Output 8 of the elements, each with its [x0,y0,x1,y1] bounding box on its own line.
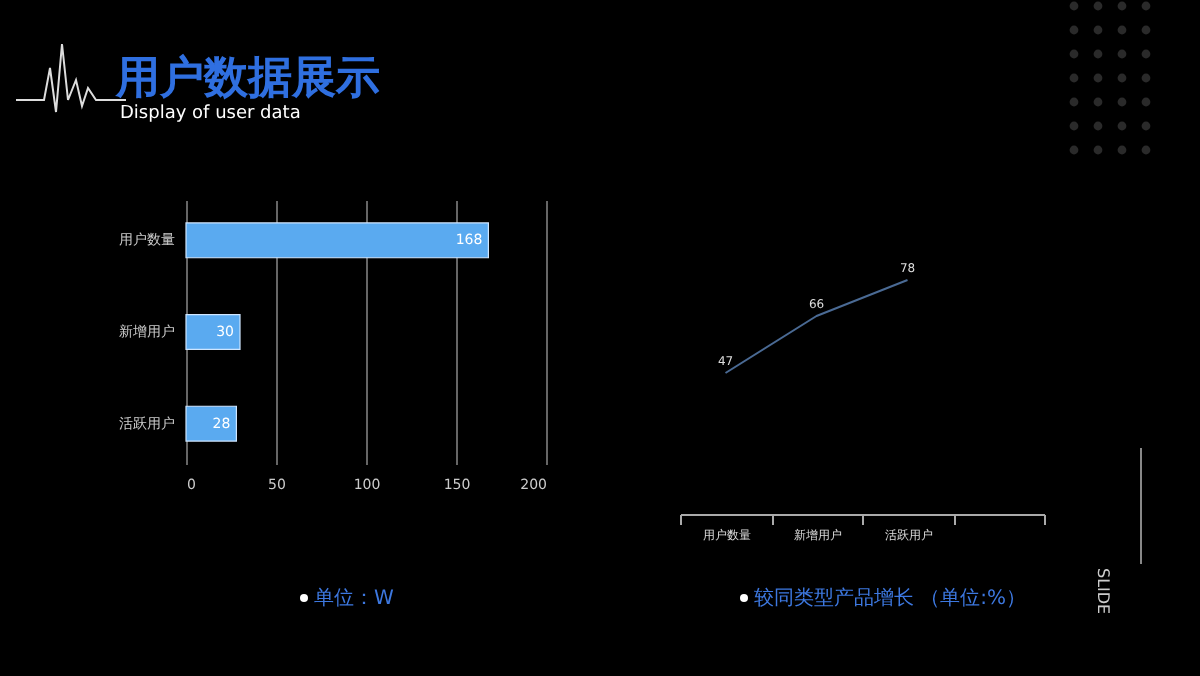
text: 单位：W [312,585,394,612]
bar [185,313,241,351]
chart-title: 用户数据展示 [116,52,380,104]
text: SLIDE [1094,568,1112,615]
text: 较同类型产品增长 （单位:%） [752,585,1027,612]
bar [185,222,489,259]
bar [185,405,237,442]
chart-subtitle: Display of user data [120,104,301,124]
